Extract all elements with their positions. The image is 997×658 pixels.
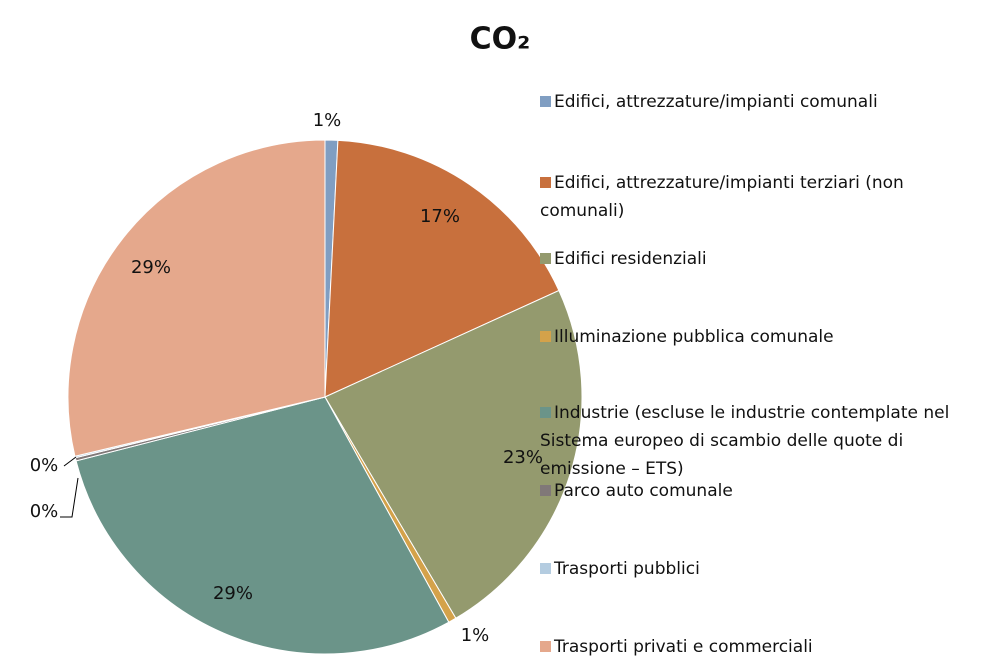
data-label: 23% (503, 447, 543, 468)
legend-label: Edifici residenziali (554, 249, 707, 269)
legend-entry: Edifici residenziali (540, 245, 990, 273)
data-label: 1% (461, 625, 490, 646)
legend-swatch (540, 96, 551, 107)
data-label: 0% (30, 501, 59, 522)
data-label: 0% (30, 455, 59, 476)
pie-slice (324, 139, 560, 398)
legend-entry: Edifici, attrezzature/impianti terziari … (540, 169, 990, 225)
data-label: 1% (313, 110, 342, 131)
legend-swatch (540, 641, 551, 652)
legend-swatch (540, 331, 551, 342)
legend-entry: Industrie (escluse le industrie contempl… (540, 399, 990, 483)
data-label: 29% (213, 583, 253, 604)
legend-label: Edifici, attrezzature/impianti comunali (554, 92, 878, 112)
legend-swatch (540, 563, 551, 574)
legend-entry: Parco auto comunale (540, 477, 990, 505)
data-label: 29% (131, 257, 171, 278)
leader-line (63, 456, 77, 467)
pie-slice (75, 396, 450, 655)
legend-label: Trasporti privati e commerciali (554, 637, 813, 657)
legend-label: Edifici, attrezzature/impianti terziari … (540, 173, 904, 221)
legend-entry: Illuminazione pubblica comunale (540, 323, 990, 351)
legend-swatch (540, 485, 551, 496)
legend-swatch (540, 253, 551, 264)
legend-entry: Edifici, attrezzature/impianti comunali (540, 88, 990, 116)
leader-line (60, 477, 79, 518)
chart-title: CO₂ (470, 22, 531, 57)
legend-swatch (540, 177, 551, 188)
pie-slice (324, 289, 583, 619)
legend-entry: Trasporti privati e commerciali (540, 633, 990, 658)
legend-label: Trasporti pubblici (554, 559, 700, 579)
legend-label: Industrie (escluse le industrie contempl… (540, 403, 950, 479)
data-label: 17% (420, 206, 460, 227)
pie-slice (67, 139, 326, 457)
legend-label: Illuminazione pubblica comunale (554, 327, 834, 347)
legend-swatch (540, 407, 551, 418)
legend-label: Parco auto comunale (554, 481, 733, 501)
legend-entry: Trasporti pubblici (540, 555, 990, 583)
